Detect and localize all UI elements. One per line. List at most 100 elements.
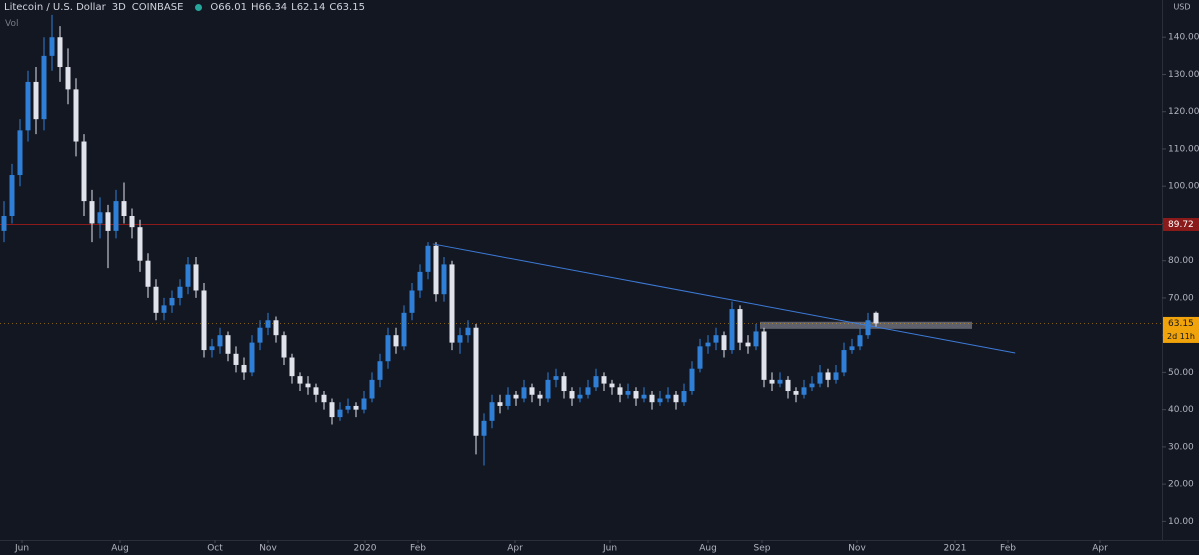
ohlc-value: 66.01 (218, 2, 247, 13)
candle-body (665, 394, 671, 399)
y-tick-label: 40.00 (1168, 405, 1194, 415)
trendline (432, 243, 1016, 354)
candle-body (353, 405, 359, 410)
countdown-label: 2d 11h (1167, 332, 1195, 341)
y-tick-label: 110.00 (1168, 144, 1199, 154)
ohlc-prefix: H (250, 2, 259, 13)
x-tick-label: Jun (602, 544, 617, 554)
candle-body (817, 372, 823, 384)
candle-body (369, 379, 375, 399)
candle-body (409, 290, 415, 313)
candle-body (65, 67, 71, 90)
x-tick-label: Sep (754, 544, 771, 554)
candle-body (145, 260, 151, 287)
candle-body (113, 201, 119, 231)
candle-body (97, 212, 103, 224)
candle-body (121, 201, 127, 216)
candle-body (393, 335, 399, 347)
candle-body (105, 212, 111, 231)
candle-body (73, 89, 79, 142)
y-tick-label: 120.00 (1168, 107, 1199, 117)
x-tick-label: Jun (14, 544, 29, 554)
candle-body (649, 394, 655, 403)
candle-body (377, 361, 383, 380)
x-tick-label: 2020 (354, 544, 377, 554)
candle-body (537, 394, 543, 399)
candle-body (529, 387, 535, 395)
y-tick-label: 100.00 (1168, 182, 1199, 192)
candle-body (617, 387, 623, 395)
ohlc-values: O66.01 H66.34 L62.14 C63.15 (210, 2, 369, 13)
candle-body (465, 327, 471, 336)
x-tick-label: 2021 (944, 544, 967, 554)
x-tick-label: Aug (111, 544, 129, 554)
candle-body (193, 264, 199, 291)
ohlc-prefix: C (329, 2, 337, 13)
candle-body (1, 216, 7, 231)
candle-body (9, 175, 15, 216)
volume-label: Vol (5, 19, 19, 29)
ohlc-value: 63.15 (336, 2, 365, 13)
candle-body (49, 37, 55, 56)
ohlc-prefix: O (210, 2, 219, 13)
candle-body (425, 245, 431, 272)
candle-body (57, 37, 63, 68)
y-tick-label: 130.00 (1168, 70, 1199, 80)
candle-body (585, 387, 591, 395)
last-price-label: 63.15 (1168, 319, 1194, 329)
candle-body (449, 264, 455, 343)
candle-body (793, 391, 799, 395)
horizontal-line-label: 89.72 (1168, 220, 1194, 230)
candle-body (185, 264, 191, 287)
candle-body (233, 353, 239, 365)
x-tick-label: Feb (410, 544, 426, 554)
candle-body (777, 379, 783, 384)
candle-body (497, 402, 503, 406)
candle-body (129, 216, 135, 228)
candle-body (553, 376, 559, 380)
candle-body (577, 394, 583, 399)
candle-body (89, 201, 95, 224)
candle-body (153, 286, 159, 313)
horizontal-line-label-bg (1163, 217, 1199, 231)
candle-body (17, 130, 23, 176)
candle-body (521, 387, 527, 399)
candle-body (417, 271, 423, 291)
candle-body (33, 81, 39, 120)
candle-body (825, 372, 831, 380)
candle-body (657, 398, 663, 403)
candle-body (809, 383, 815, 388)
symbol: Litecoin / U.S. Dollar (4, 2, 106, 13)
candle-body (697, 346, 703, 369)
candle-body (313, 387, 319, 395)
candle-body (633, 391, 639, 399)
y-tick-label: 10.00 (1168, 517, 1194, 527)
candle-body (81, 141, 87, 202)
last-price-label-bg (1163, 316, 1199, 343)
y-tick-label: 30.00 (1168, 442, 1194, 452)
candle-body (177, 286, 183, 298)
candle-body (361, 398, 367, 410)
candle-body (401, 312, 407, 347)
x-tick-label: Aug (699, 544, 717, 554)
candle-body (41, 55, 47, 120)
candle-body (769, 379, 775, 384)
candle-body (593, 376, 599, 388)
candle-body (569, 391, 575, 399)
x-tick-label: Nov (848, 544, 866, 554)
candle-body (673, 394, 679, 403)
candle-body (209, 346, 215, 351)
candle-body (505, 394, 511, 406)
candle-body (857, 335, 863, 347)
y-tick-label: 80.00 (1168, 256, 1194, 266)
candle-body (137, 227, 143, 261)
ohlc-value: 62.14 (296, 2, 326, 13)
candle-body (337, 409, 343, 418)
candle-body (561, 376, 567, 392)
candle-body (705, 342, 711, 347)
candle-body (265, 320, 271, 328)
candle-body (257, 327, 263, 343)
candle-body (785, 379, 791, 392)
